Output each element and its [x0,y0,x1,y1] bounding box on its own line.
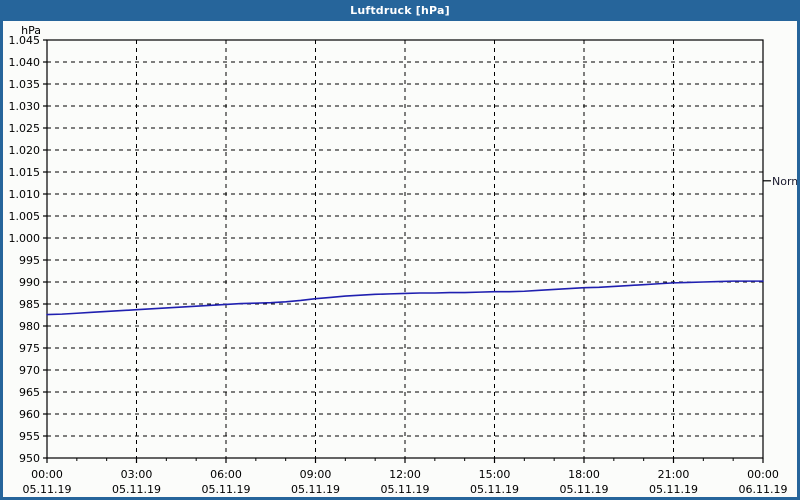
x-axis-tick-label: 00:00 06.11.19 [739,468,788,496]
x-axis-tick-label: 06:00 05.11.19 [202,468,251,496]
y-axis-tick-label: 975 [19,342,40,355]
svg-text:05.11.19: 05.11.19 [649,483,698,496]
plot-frame [46,39,764,459]
svg-text:06:00: 06:00 [210,468,242,481]
horizontal-gridlines [43,39,763,459]
y-axis-tick-label: 1.035 [9,78,41,91]
y-axis-tick-label: 985 [19,298,40,311]
chart-plot-area: 1.045 1.040 1.035 1.030 1.025 1.020 1.015 1.010… [3,21,798,497]
x-axis-tick-label: 12:00 05.11.19 [381,468,430,496]
x-axis-tick-label: 21:00 05.11.19 [649,468,698,496]
svg-text:06.11.19: 06.11.19 [739,483,788,496]
x-axis-tick-labels: 00:0005.11.1903:0005.11.1906:0005.11.190… [23,468,788,496]
y-axis-tick-labels: 1.045 1.040 1.035 1.030 1.025 1.020 1.015 1.010… [9,34,41,465]
vertical-gridlines [136,40,674,458]
y-axis-tick-label: 1.040 [9,56,41,69]
y-axis-tick-label: 950 [19,452,40,465]
svg-text:05.11.19: 05.11.19 [112,483,161,496]
y-axis-tick-label: 1.015 [9,166,41,179]
x-axis-tick-label: 09:00 05.11.19 [291,468,340,496]
x-axis-ticks [46,458,764,463]
y-axis-tick-label: 1.010 [9,188,41,201]
y-axis-tick-label: 1.030 [9,100,41,113]
y-axis-tick-label: 955 [19,430,40,443]
normal-label: Normal [772,175,797,188]
svg-text:00:00: 00:00 [747,468,779,481]
y-axis-tick-label: 970 [19,364,40,377]
pressure-series-line [46,280,764,316]
y-axis-tick-label: 990 [19,276,40,289]
svg-text:03:00: 03:00 [121,468,153,481]
y-axis-tick-label: 1.000 [9,232,41,245]
y-axis-tick-label: 980 [19,320,40,333]
svg-text:05.11.19: 05.11.19 [202,483,251,496]
y-axis-tick-label: 995 [19,254,40,267]
y-axis-tick-label: 1.045 [9,34,41,47]
svg-text:05.11.19: 05.11.19 [560,483,609,496]
svg-text:21:00: 21:00 [658,468,690,481]
page-title: Luftdruck [hPa] [350,4,450,17]
svg-text:05.11.19: 05.11.19 [381,483,430,496]
y-axis-unit-label: hPa [21,24,41,37]
y-axis-tick-label: 960 [19,408,40,421]
y-axis-tick-label: 1.025 [9,122,41,135]
svg-text:12:00: 12:00 [389,468,421,481]
svg-text:00:00: 00:00 [31,468,63,481]
y-axis-tick-label: 1.005 [9,210,41,223]
svg-text:05.11.19: 05.11.19 [23,483,72,496]
svg-text:15:00: 15:00 [479,468,511,481]
x-axis-tick-label: 00:00 05.11.19 [23,468,72,496]
x-axis-tick-label: 18:00 05.11.19 [560,468,609,496]
y-axis-tick-label: 965 [19,386,40,399]
svg-text:05.11.19: 05.11.19 [470,483,519,496]
svg-text:09:00: 09:00 [300,468,332,481]
window-title-bar: Luftdruck [hPa] [0,0,800,21]
x-axis-tick-label: 15:00 05.11.19 [470,468,519,496]
y-axis-tick-label: 1.020 [9,144,41,157]
svg-text:18:00: 18:00 [568,468,600,481]
line-chart: 1.045 1.040 1.035 1.030 1.025 1.020 1.015 1.010… [9,24,798,496]
x-axis-tick-label: 03:00 05.11.19 [112,468,161,496]
normal-reference-marker: Normal [763,175,797,188]
svg-text:05.11.19: 05.11.19 [291,483,340,496]
